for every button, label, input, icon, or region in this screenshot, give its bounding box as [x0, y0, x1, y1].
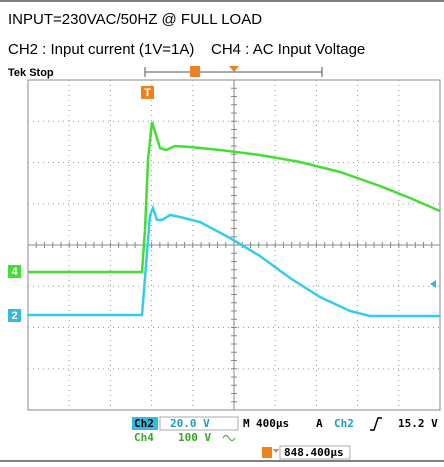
ch2-trace	[28, 204, 440, 318]
ch4-marker-box	[8, 265, 21, 278]
trigger-source: Ch2	[334, 417, 354, 430]
ch2-label: Ch2	[134, 417, 154, 430]
ch4-marker: 4	[11, 266, 18, 278]
trigger-pos-box	[190, 66, 200, 77]
trigger-bracket	[144, 67, 323, 77]
status: Tek Stop	[8, 67, 54, 79]
header-line1: INPUT=230VAC/50HZ @ FULL LOAD	[8, 11, 262, 28]
header-line2: CH2 : Input current (1V=1A) CH4 : AC Inp…	[8, 41, 365, 58]
ch4-trace	[28, 121, 441, 274]
readout: Ch2 20.0 V M 400µs A Ch2 15.2 V Ch4 100 …	[132, 416, 438, 460]
ch2-scale: 20.0 V	[170, 417, 210, 430]
ch2-marker-box	[8, 309, 21, 322]
ch4-scale: 100 V	[178, 431, 211, 444]
scope-screen	[27, 79, 441, 411]
time-prefix: M	[243, 417, 250, 430]
trigger-marker: T	[144, 87, 151, 99]
trigger-position: 848.400µs	[284, 446, 344, 459]
ch2-marker: 2	[11, 310, 17, 322]
ch4-label: Ch4	[134, 431, 154, 444]
trigger-marker-box	[141, 86, 154, 99]
timebase: 400µs	[256, 417, 289, 430]
expansion-marker	[229, 66, 239, 72]
trigger-level: 15.2 V	[398, 417, 438, 430]
trigger-prefix: A	[316, 417, 323, 430]
level-marker	[430, 280, 436, 288]
